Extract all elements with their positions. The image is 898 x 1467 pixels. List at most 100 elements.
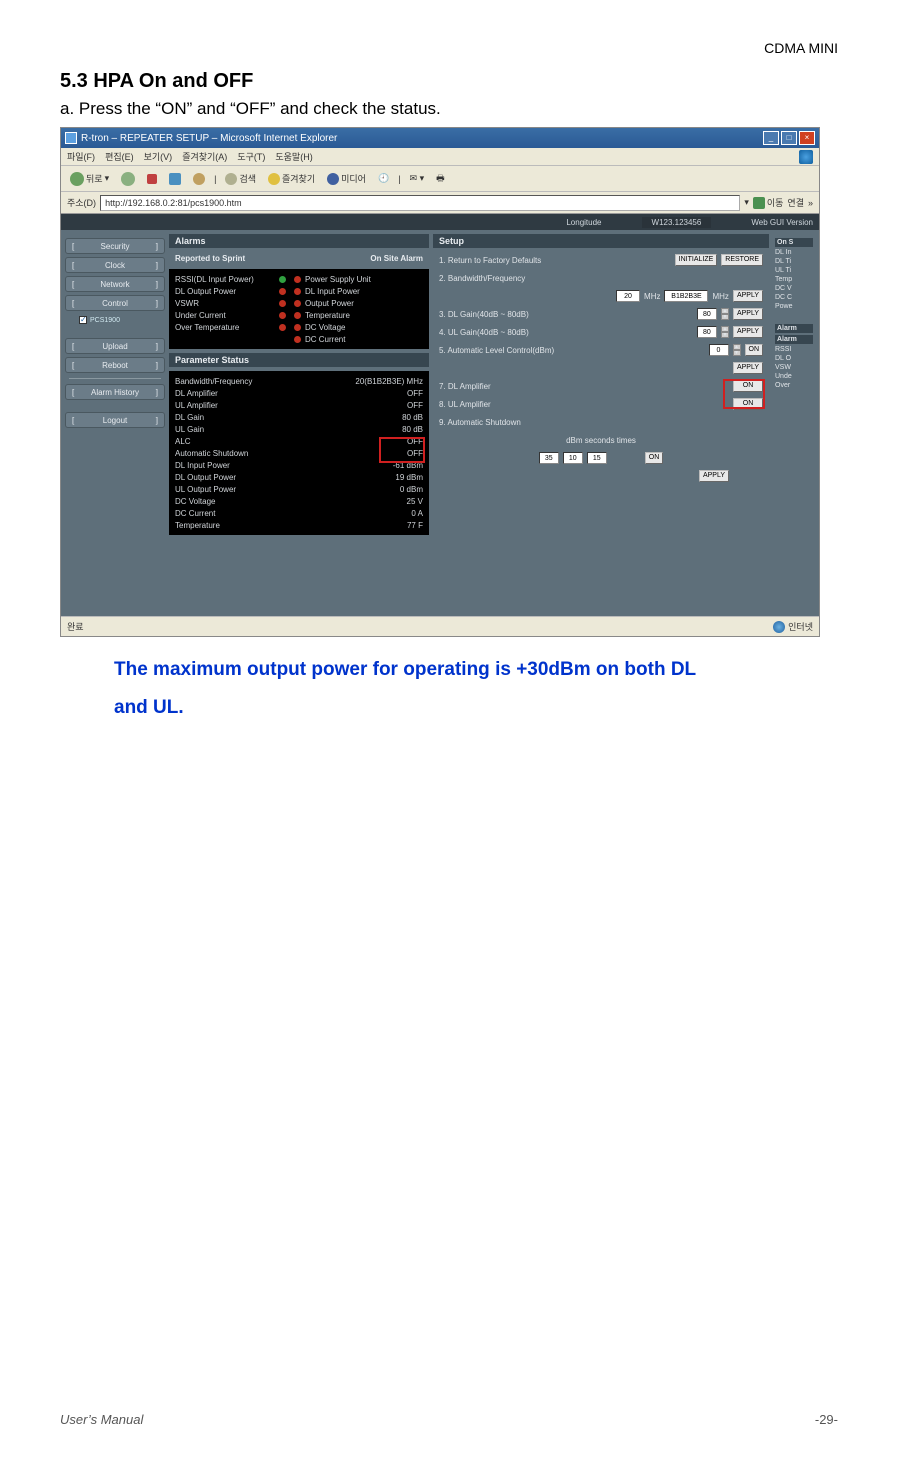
- spinner[interactable]: ▲▼: [733, 344, 741, 356]
- nav-network-label: Network: [100, 280, 129, 289]
- param-value: 0 dBm: [400, 485, 423, 494]
- nav-reboot[interactable]: [ Reboot ]: [65, 357, 165, 373]
- refresh-button[interactable]: [166, 172, 184, 186]
- menu-edit[interactable]: 편집(E): [105, 150, 134, 163]
- nav-sub-pcs1900[interactable]: PCS1900: [65, 314, 165, 326]
- menu-view[interactable]: 보기(V): [144, 150, 173, 163]
- go-button[interactable]: 이동: [753, 196, 784, 209]
- apply-button[interactable]: APPLY: [733, 290, 763, 302]
- spinner[interactable]: ▲▼: [721, 308, 729, 320]
- menu-fav[interactable]: 즐겨찾기(A): [182, 150, 227, 163]
- param-value: 77 F: [407, 521, 423, 530]
- asd-times-input[interactable]: 15: [587, 452, 607, 464]
- history-button[interactable]: 🕘: [375, 172, 392, 185]
- nav-security[interactable]: [ Security ]: [65, 238, 165, 254]
- param-row: UL AmplifierOFF: [175, 399, 423, 411]
- back-label: 뒤로: [86, 172, 103, 185]
- param-key: Bandwidth/Frequency: [175, 377, 252, 386]
- stop-button[interactable]: [144, 173, 160, 185]
- menu-file[interactable]: 파일(F): [67, 150, 95, 163]
- nav-alarm-history[interactable]: [ Alarm History ]: [65, 384, 165, 400]
- bw-input[interactable]: 20: [616, 290, 640, 302]
- address-input[interactable]: http://192.168.0.2:81/pcs1900.htm: [100, 195, 740, 211]
- search-button[interactable]: 검색: [222, 171, 259, 186]
- farright-item: DL O: [775, 355, 813, 362]
- alarm-r: DL Input Power: [305, 287, 423, 296]
- restore-button[interactable]: RESTORE: [721, 254, 763, 266]
- led-icon: [279, 312, 286, 319]
- farright-item: Over: [775, 382, 813, 389]
- alarm-row: Under CurrentTemperature: [175, 309, 423, 321]
- links-label[interactable]: 연결: [787, 196, 804, 209]
- setup-row-5b: APPLY: [439, 360, 763, 376]
- spinner[interactable]: ▲▼: [721, 326, 729, 338]
- param-value: 0 A: [411, 509, 423, 518]
- close-button[interactable]: ×: [799, 131, 815, 145]
- initialize-button[interactable]: INITIALIZE: [675, 254, 718, 266]
- alc-on-button[interactable]: ON: [745, 344, 764, 356]
- alarms-subheader: Reported to Sprint On Site Alarm: [169, 252, 429, 265]
- asd-dbm-input[interactable]: 35: [539, 452, 559, 464]
- dl-amp-on-button[interactable]: ON: [733, 380, 763, 392]
- param-key: DL Gain: [175, 413, 204, 422]
- middle-column: Alarms Reported to Sprint On Site Alarm …: [169, 234, 429, 612]
- setup-row-1: 1. Return to Factory Defaults INITIALIZE…: [439, 252, 763, 268]
- apply-button[interactable]: APPLY: [733, 308, 763, 320]
- led-icon: [279, 276, 286, 283]
- asd-sec-input[interactable]: 10: [563, 452, 583, 464]
- nav-security-label: Security: [101, 242, 130, 251]
- nav-logout[interactable]: [ Logout ]: [65, 412, 165, 428]
- checkbox-icon: [79, 316, 87, 324]
- media-icon: [327, 173, 339, 185]
- apply-button[interactable]: APPLY: [733, 362, 763, 374]
- param-value: 80 dB: [402, 425, 423, 434]
- dl-gain-input[interactable]: 80: [697, 308, 717, 320]
- stop-icon: [147, 174, 157, 184]
- farright-header3: Alarm: [775, 335, 813, 344]
- setup-label: 2. Bandwidth/Frequency: [439, 274, 589, 283]
- forward-button[interactable]: [118, 171, 138, 187]
- apply-button[interactable]: APPLY: [733, 326, 763, 338]
- media-label: 미디어: [341, 172, 366, 185]
- setup-body: 1. Return to Factory Defaults INITIALIZE…: [433, 248, 769, 490]
- alarms-title: Alarms: [169, 234, 429, 248]
- freq-select[interactable]: B1B2B3E: [664, 290, 708, 302]
- param-row: DL Output Power19 dBm: [175, 471, 423, 483]
- doc-header: CDMA MINI: [764, 40, 838, 56]
- back-button[interactable]: 뒤로 ▾: [67, 171, 112, 187]
- nav-clock[interactable]: [ Clock ]: [65, 257, 165, 273]
- alarm-r: Power Supply Unit: [305, 275, 423, 284]
- print-button[interactable]: 🖶: [433, 170, 448, 188]
- unit-label: MHz: [644, 292, 660, 301]
- home-button[interactable]: [190, 172, 208, 186]
- minimize-button[interactable]: _: [763, 131, 779, 145]
- menu-help[interactable]: 도움말(H): [275, 150, 312, 163]
- param-value: OFF: [407, 449, 423, 458]
- param-key: Temperature: [175, 521, 220, 530]
- alc-input[interactable]: 0: [709, 344, 729, 356]
- setup-label: 5. Automatic Level Control(dBm): [439, 346, 589, 355]
- status-net-label: 인터넷: [788, 620, 813, 633]
- param-value: OFF: [407, 437, 423, 446]
- nav-network[interactable]: [ Network ]: [65, 276, 165, 292]
- right-column: Setup 1. Return to Factory Defaults INIT…: [433, 234, 769, 612]
- favorites-button[interactable]: 즐겨찾기: [265, 171, 318, 186]
- param-row: ALCOFF: [175, 435, 423, 447]
- mail-button[interactable]: ✉ ▾: [407, 172, 428, 185]
- alarms-col1: Reported to Sprint: [175, 254, 245, 263]
- maximize-button[interactable]: □: [781, 131, 797, 145]
- menu-tools[interactable]: 도구(T): [237, 150, 265, 163]
- farright-item: Temp: [775, 276, 813, 283]
- globe-icon: [773, 621, 785, 633]
- asd-on-button[interactable]: ON: [645, 452, 664, 464]
- apply-button[interactable]: APPLY: [699, 470, 729, 482]
- ul-amp-on-button[interactable]: ON: [733, 398, 763, 410]
- nav-upload[interactable]: [ Upload ]: [65, 338, 165, 354]
- alarm-r: DC Voltage: [305, 323, 423, 332]
- media-button[interactable]: 미디어: [324, 171, 369, 186]
- nav-control[interactable]: [ Control ]: [65, 295, 165, 311]
- setup-row-9b: dBm seconds times: [439, 432, 763, 448]
- alarm-l: Under Current: [175, 311, 275, 320]
- ul-gain-input[interactable]: 80: [697, 326, 717, 338]
- forward-icon: [121, 172, 135, 186]
